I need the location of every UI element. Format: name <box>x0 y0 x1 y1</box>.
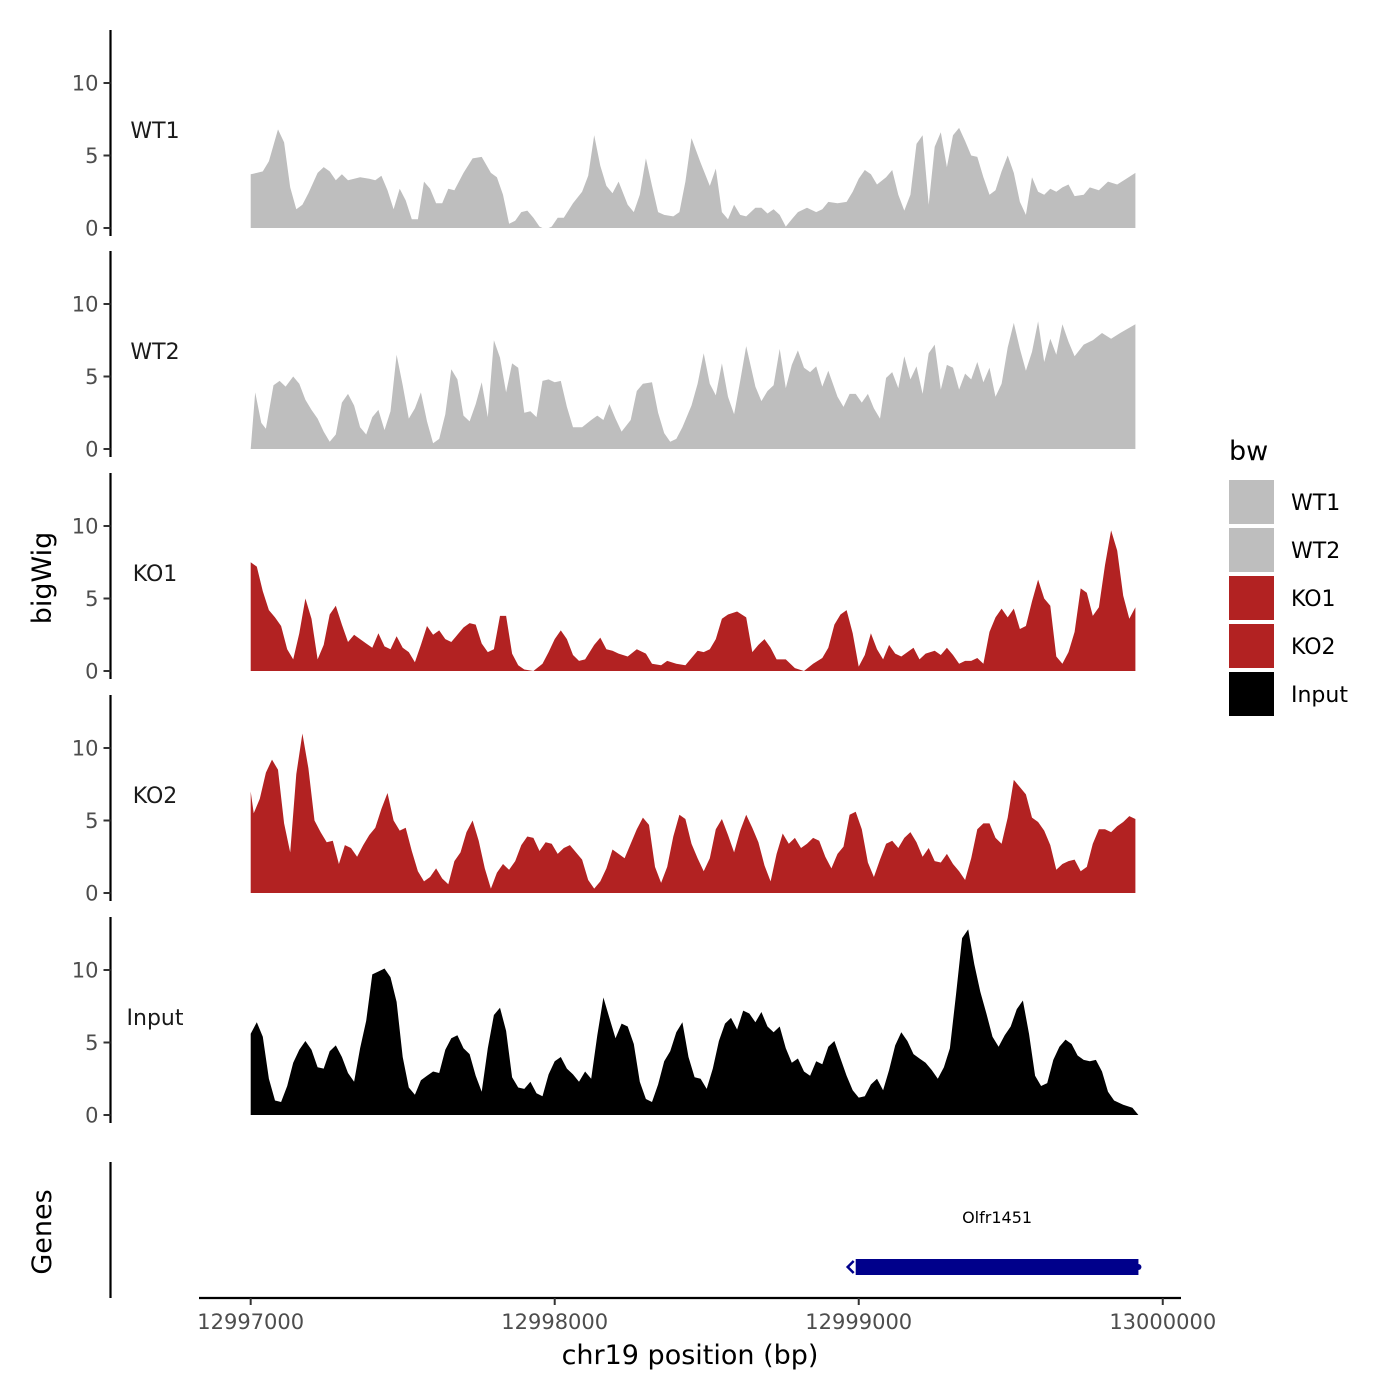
legend-item: Input <box>1229 672 1348 716</box>
legend-swatch <box>1229 672 1274 716</box>
y-tick-label: 0 <box>85 882 98 906</box>
signal-area-input <box>250 929 1139 1115</box>
signal-tracks: 0 5 10 WT1 0 5 10 WT2 0 5 10 KO1 0 5 10 KO2 0 5 10 Input <box>72 30 1139 1128</box>
legend-label: WT2 <box>1291 539 1340 564</box>
gene-models: Olfr1451 <box>845 1208 1142 1275</box>
legend-swatch <box>1229 480 1274 524</box>
y-tick-label: 10 <box>72 72 99 96</box>
legend-swatch <box>1229 576 1274 620</box>
legend-item: KO2 <box>1229 624 1336 668</box>
y-tick-label: 5 <box>85 1031 98 1055</box>
y-tick-label: 10 <box>72 515 99 539</box>
y-tick-label: 10 <box>72 737 99 761</box>
track-wt1: 0 5 10 WT1 <box>72 30 1136 241</box>
track-label: WT1 <box>130 119 179 144</box>
gene-body <box>855 1259 1139 1275</box>
y-tick-label: 0 <box>85 1104 98 1128</box>
legend-label: KO2 <box>1291 635 1336 660</box>
signal-area-ko1 <box>250 530 1136 671</box>
legend-label: KO1 <box>1291 587 1336 612</box>
y-tick-label: 10 <box>72 293 99 317</box>
legend-item: KO1 <box>1229 576 1336 620</box>
legend-item: WT2 <box>1229 528 1340 572</box>
gene-name-label: Olfr1451 <box>962 1208 1032 1227</box>
x-tick-label: 12997000 <box>197 1310 304 1334</box>
signal-area-wt2 <box>250 321 1136 449</box>
x-axis: 12997000 12998000 12999000 13000000 chr19 p… <box>197 1296 1216 1371</box>
y-axis-title: bigWig <box>27 532 58 625</box>
genes-panel-title: Genes <box>27 1189 58 1274</box>
legend-item: WT1 <box>1229 480 1340 524</box>
y-tick-label: 10 <box>72 959 99 983</box>
legend-items: WT1 WT2 KO1 KO2 Input <box>1229 480 1348 716</box>
y-tick-label: 5 <box>85 365 98 389</box>
signal-area-ko2 <box>250 733 1136 893</box>
x-tick-label: 12998000 <box>501 1310 608 1334</box>
x-tick-label: 13000000 <box>1109 1310 1216 1334</box>
gene-strand-arrow-icon <box>845 1260 855 1274</box>
y-tick-label: 0 <box>85 217 98 241</box>
track-label: KO2 <box>133 784 178 809</box>
gene-end-mark <box>1135 1264 1142 1270</box>
track-label: Input <box>127 1006 184 1031</box>
track-ko1: 0 5 10 KO1 <box>72 473 1136 684</box>
x-tick-label: 12999000 <box>805 1310 912 1334</box>
signal-area-wt1 <box>250 127 1136 228</box>
legend-label: Input <box>1291 683 1348 708</box>
track-label: WT2 <box>130 340 179 365</box>
track-input: 0 5 10 Input <box>72 917 1139 1128</box>
y-tick-label: 0 <box>85 660 98 684</box>
legend: bw WT1 WT2 KO1 KO2 Input <box>1229 436 1348 716</box>
legend-swatch <box>1229 528 1274 572</box>
legend-title: bw <box>1229 436 1268 467</box>
track-wt2: 0 5 10 WT2 <box>72 251 1136 462</box>
track-label: KO1 <box>133 562 178 587</box>
x-axis-title: chr19 position (bp) <box>562 1340 819 1371</box>
gene-olfr1451: Olfr1451 <box>845 1208 1142 1275</box>
y-tick-label: 0 <box>85 438 98 462</box>
x-axis-ticks: 12997000 12998000 12999000 13000000 <box>197 1298 1216 1334</box>
track-ko2: 0 5 10 KO2 <box>72 695 1136 906</box>
genes-panel: Genes Olfr1451 <box>27 1162 1142 1298</box>
legend-swatch <box>1229 624 1274 668</box>
y-tick-label: 5 <box>85 587 98 611</box>
legend-label: WT1 <box>1291 491 1340 516</box>
y-tick-label: 5 <box>85 809 98 833</box>
y-tick-label: 5 <box>85 144 98 168</box>
